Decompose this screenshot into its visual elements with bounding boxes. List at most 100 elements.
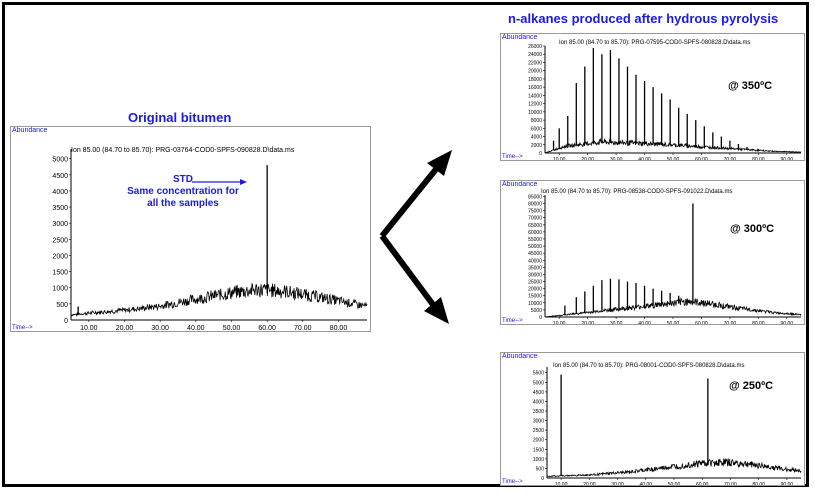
y-tick-label: 0 [541,476,544,482]
y-tick-label: 45000 [528,251,542,257]
y-tick-label: 5000 [531,308,542,314]
ion-header: Ion 85.00 (84.70 to 85.70): PRG-08538-CO… [541,189,733,195]
y-tick-label: 1500 [52,270,68,277]
x-tick-label: 80.00 [752,482,765,486]
std-arrow-head [240,179,247,185]
y-tick-label: 6000 [531,126,542,132]
y-tick-label: 25000 [528,280,542,286]
y-tick-label: 3500 [533,409,544,415]
x-tick-label: 50.00 [668,482,681,486]
signal-trace [70,283,368,317]
x-tick-label: 20.00 [116,325,134,332]
abundance-label: Abundance [12,127,48,134]
abundance-label: Abundance [502,353,538,360]
y-tick-label: 26000 [528,44,542,50]
signal-trace [546,457,802,478]
abundance-label: Abundance [502,181,538,188]
x-tick-label: 40.00 [640,482,653,486]
y-tick-label: 14000 [528,93,542,99]
original-bitumen-chart: Abundance Ion 85.00 (84.70 to 85.70): PR… [10,126,371,332]
y-tick-label: 85000 [528,194,542,200]
y-tick-label: 4500 [533,390,544,396]
y-tick-label: 16000 [528,85,542,91]
y-tick-label: 2500 [533,428,544,434]
x-tick-label: 80.00 [752,321,765,325]
abundance-label: Abundance [502,34,538,41]
x-tick-label: 10.00 [553,157,566,161]
y-tick-label: 20000 [528,287,542,293]
y-tick-label: 2500 [52,237,68,244]
y-tick-label: 3000 [52,221,68,228]
x-tick-label: 10.00 [555,482,568,486]
x-tick-label: 30.00 [610,321,623,325]
x-tick-label: 10.00 [80,325,98,332]
y-tick-label: 2000 [533,438,544,444]
time-label: Time--> [502,318,523,324]
x-tick-label: 20.00 [581,321,594,325]
x-tick-label: 90.00 [781,157,794,161]
y-tick-label: 75000 [528,209,542,215]
x-tick-label: 50.00 [667,321,680,325]
signal-trace [544,137,802,154]
x-tick-label: 40.00 [187,325,205,332]
y-tick-label: 18000 [528,77,542,83]
y-tick-label: 70000 [528,216,542,222]
x-tick-label: 50.00 [667,157,680,161]
y-tick-label: 22000 [528,60,542,66]
temperature-label-300: @ 300ºC [730,223,775,235]
y-tick-label: 80000 [528,202,542,208]
y-tick-label: 2000 [52,253,68,260]
y-tick-label: 4000 [52,189,68,196]
y-tick-label: 1500 [533,447,544,453]
y-tick-label: 10000 [528,301,542,307]
time-label: Time--> [12,325,33,331]
y-tick-label: 0 [64,318,68,325]
x-tick-label: 60.00 [258,325,276,332]
signal-trace [545,297,802,318]
std-annotation: STD Same concentration for all the sampl… [109,174,257,210]
pyrolysis-350-chart: Abundance Ion 85.00 (84.70 to 85.70): PR… [500,33,805,161]
y-tick-label: 24000 [528,52,542,58]
std-text-line3: all the samples [147,198,219,209]
y-tick-label: 30000 [528,272,542,278]
x-tick-label: 70.00 [294,325,312,332]
x-tick-label: 20.00 [583,482,596,486]
y-tick-label: 4500 [52,173,68,180]
y-tick-label: 500 [536,466,545,472]
x-tick-label: 60.00 [695,321,708,325]
y-tick-label: 4000 [533,399,544,405]
pyrolysis-300-chart: Abundance Ion 85.00 (84.70 to 85.70): PR… [500,180,805,325]
x-tick-label: 50.00 [223,325,241,332]
pyrolysis-300-plot: 5000100001500020000250003000035000400004… [528,194,802,325]
x-tick-label: 30.00 [610,157,623,161]
right-title: n-alkanes produced after hydrous pyrolys… [508,11,779,26]
x-tick-label: 20.00 [581,157,594,161]
y-tick-label: 3000 [533,419,544,425]
y-tick-label: 5500 [533,371,544,377]
x-tick-label: 80.00 [752,157,765,161]
x-tick-label: 70.00 [724,321,737,325]
ion-header: Ion 85.00 (84.70 to 85.70): PRG-08001-CO… [553,363,745,369]
x-tick-label: 30.00 [611,482,624,486]
x-tick-label: 90.00 [781,321,794,325]
y-tick-label: 10000 [528,110,542,116]
y-tick-label: 8000 [531,118,542,124]
y-tick-label: 5000 [533,380,544,386]
x-tick-label: 80.00 [330,325,348,332]
y-tick-label: 500 [56,302,68,309]
y-tick-label: 20000 [528,69,542,75]
y-tick-label: 3500 [52,205,68,212]
y-tick-label: 1000 [52,286,68,293]
x-tick-label: 60.00 [696,482,709,486]
y-tick-label: 50000 [528,244,542,250]
y-tick-label: 0 [539,315,542,321]
y-tick-label: 12000 [528,102,542,108]
y-tick-label: 2000 [531,143,542,149]
x-tick-label: 40.00 [638,321,651,325]
time-label: Time--> [502,479,523,485]
temperature-label-350: @ 350ºC [728,80,773,92]
y-tick-label: 60000 [528,230,542,236]
left-title: Original bitumen [128,110,232,125]
y-tick-label: 55000 [528,237,542,243]
ion-header: Ion 85.00 (84.70 to 85.70): PRG-07595-CO… [559,40,751,46]
